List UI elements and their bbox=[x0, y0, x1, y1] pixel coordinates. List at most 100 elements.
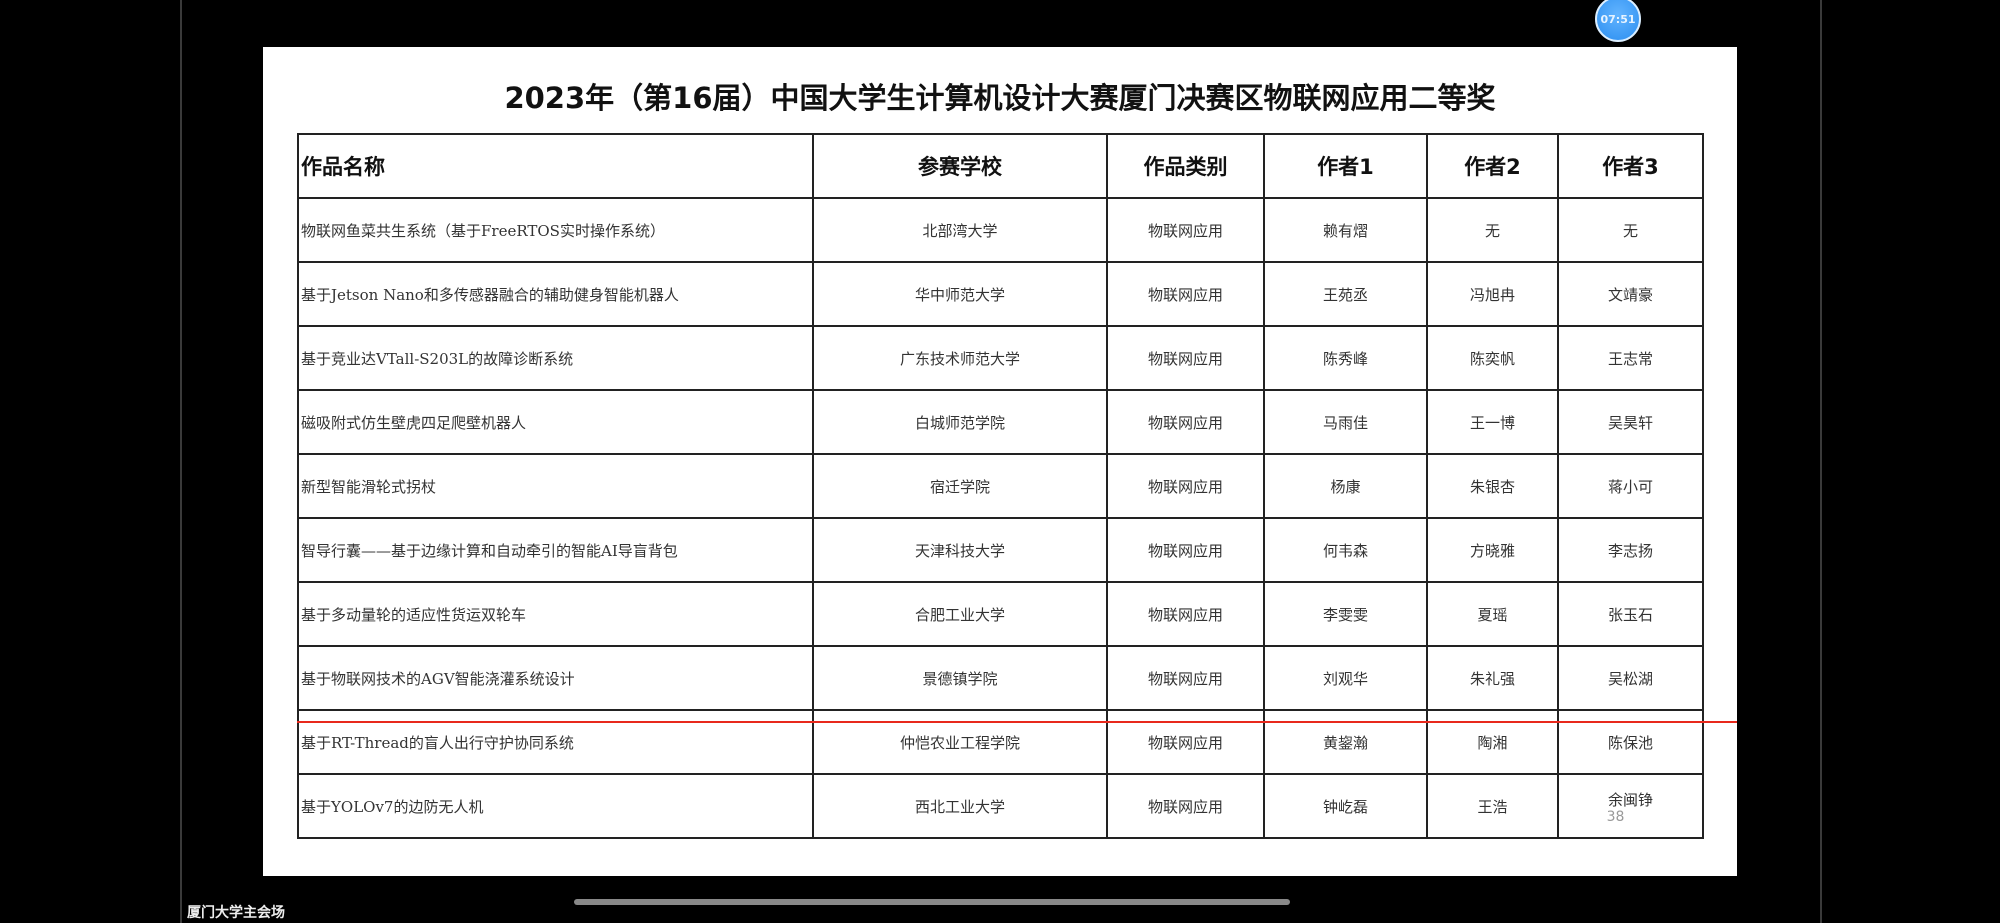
table-cell: 何韦森 bbox=[1263, 517, 1428, 583]
table-cell: 广东技术师范大学 bbox=[812, 325, 1108, 391]
table-cell: 杨康 bbox=[1263, 453, 1428, 519]
table-cell: 钟屹磊 bbox=[1263, 773, 1428, 839]
table-cell: 西北工业大学 bbox=[812, 773, 1108, 839]
scrollbar[interactable] bbox=[574, 899, 1290, 905]
cell-text: 华中师范大学 bbox=[914, 285, 1005, 304]
cell-text: 王浩 bbox=[1477, 797, 1508, 816]
table-cell: 王浩 bbox=[1426, 773, 1559, 839]
cell-text: 北部湾大学 bbox=[922, 221, 998, 240]
table-cell: 华中师范大学 bbox=[812, 261, 1108, 327]
table-cell: 刘观华 bbox=[1263, 645, 1428, 711]
cell-text: 物联网应用 bbox=[1147, 221, 1223, 240]
cell-text: 夏瑶 bbox=[1477, 605, 1508, 624]
table-row: 基于竞业达VTall-S203L的故障诊断系统 广东技术师范大学 物联网应用 陈秀峰 陈… bbox=[297, 325, 1704, 391]
table-cell: 无 bbox=[1426, 197, 1559, 263]
venue-label: 厦门大学主会场 bbox=[187, 905, 285, 921]
table-cell: 基于竞业达VTall-S203L的故障诊断系统 bbox=[297, 325, 814, 391]
cell-text: 冯旭冉 bbox=[1469, 285, 1515, 304]
table-cell: 物联网应用 bbox=[1106, 325, 1265, 391]
table-cell: 仲恺农业工程学院 bbox=[812, 709, 1108, 775]
table-cell: 张玉石 bbox=[1557, 581, 1704, 647]
table-cell: 北部湾大学 bbox=[812, 197, 1108, 263]
cell-text: 智导行囊——基于边缘计算和自动牵引的智能AI导盲背包 bbox=[301, 541, 678, 560]
table-row: 物联网鱼菜共生系统（基于FreeRTOS实时操作系统） 北部湾大学 物联网应用 赖有熠… bbox=[297, 197, 1704, 263]
table-cell: 夏瑶 bbox=[1426, 581, 1559, 647]
cell-text: 陈保池 bbox=[1607, 733, 1653, 752]
table-cell: 合肥工业大学 bbox=[812, 581, 1108, 647]
cell-text: 物联网应用 bbox=[1147, 669, 1223, 688]
cell-text: 无 bbox=[1622, 221, 1638, 240]
table-cell: 景德镇学院 bbox=[812, 645, 1108, 711]
cell-text: 李雯雯 bbox=[1322, 605, 1368, 624]
cell-text: 刘观华 bbox=[1322, 669, 1368, 688]
table-header: 作品名称 参赛学校 作品类别 作者1 作者2 作者3 bbox=[297, 133, 1704, 199]
cell-text: 物联网应用 bbox=[1147, 605, 1223, 624]
left-divider bbox=[180, 0, 182, 923]
cell-text: 新型智能滑轮式拐杖 bbox=[301, 477, 437, 496]
presentation-slide: 2023年（第16届）中国大学生计算机设计大赛厦门决赛区物联网应用二等奖 作品名… bbox=[263, 47, 1737, 876]
cell-text: 物联网应用 bbox=[1147, 733, 1223, 752]
floating-clock-button[interactable]: 07:51 bbox=[1595, 0, 1641, 42]
table-cell: 智导行囊——基于边缘计算和自动牵引的智能AI导盲背包 bbox=[297, 517, 814, 583]
table-cell: 无 bbox=[1557, 197, 1704, 263]
table-cell: 陈奕帆 bbox=[1426, 325, 1559, 391]
cell-text: 吴昊轩 bbox=[1607, 413, 1653, 432]
award-table: 作品名称 参赛学校 作品类别 作者1 作者2 作者3 物联网鱼菜共生系统（基于FreeRT… bbox=[297, 133, 1704, 839]
table-cell: 物联网应用 bbox=[1106, 197, 1265, 263]
cell-text: 李志扬 bbox=[1607, 541, 1653, 560]
right-divider bbox=[1820, 0, 1822, 923]
cell-text: 文靖豪 bbox=[1607, 285, 1653, 304]
table-cell: 王志常 bbox=[1557, 325, 1704, 391]
table-row: 基于多动量轮的适应性货运双轮车 合肥工业大学 物联网应用 李雯雯 夏瑶 张玉石 bbox=[297, 581, 1704, 647]
table-cell: 蒋小可 bbox=[1557, 453, 1704, 519]
table-cell: 宿迁学院 bbox=[812, 453, 1108, 519]
table-cell: 基于RT-Thread的盲人出行守护协同系统 bbox=[297, 709, 814, 775]
table-cell: 陶湘 bbox=[1426, 709, 1559, 775]
cell-text: 物联网应用 bbox=[1147, 797, 1223, 816]
slide-title: 2023年（第16届）中国大学生计算机设计大赛厦门决赛区物联网应用二等奖 bbox=[504, 81, 1496, 115]
cell-text: 物联网应用 bbox=[1147, 285, 1223, 304]
table-cell: 物联网应用 bbox=[1106, 645, 1265, 711]
cell-text: 马雨佳 bbox=[1322, 413, 1368, 432]
cell-text: 物联网应用 bbox=[1147, 541, 1223, 560]
table-cell: 文靖豪 bbox=[1557, 261, 1704, 327]
cell-text: 物联网应用 bbox=[1147, 413, 1223, 432]
table-cell: 基于物联网技术的AGV智能浇灌系统设计 bbox=[297, 645, 814, 711]
table-row: 基于YOLOv7的边防无人机 西北工业大学 物联网应用 钟屹磊 王浩 余闽铮 38 bbox=[297, 773, 1704, 839]
table-row: 智导行囊——基于边缘计算和自动牵引的智能AI导盲背包 天津科技大学 物联网应用 何韦森… bbox=[297, 517, 1704, 583]
cell-text: 基于多动量轮的适应性货运双轮车 bbox=[301, 605, 527, 624]
table-cell: 物联网鱼菜共生系统（基于FreeRTOS实时操作系统） bbox=[297, 197, 814, 263]
table-cell: 新型智能滑轮式拐杖 bbox=[297, 453, 814, 519]
cell-text: 天津科技大学 bbox=[914, 541, 1005, 560]
column-header: 作品类别 bbox=[1106, 133, 1265, 199]
red-annotation-line bbox=[297, 721, 1737, 723]
cell-text: 仲恺农业工程学院 bbox=[899, 733, 1020, 752]
table-cell: 李志扬 bbox=[1557, 517, 1704, 583]
cell-text: 赖有熠 bbox=[1322, 221, 1368, 240]
table-cell: 天津科技大学 bbox=[812, 517, 1108, 583]
column-header: 作者2 bbox=[1426, 133, 1559, 199]
cell-text: 基于RT-Thread的盲人出行守护协同系统 bbox=[301, 733, 574, 752]
table-cell: 磁吸附式仿生壁虎四足爬壁机器人 bbox=[297, 389, 814, 455]
cell-text: 方晓雅 bbox=[1469, 541, 1515, 560]
table-cell: 李雯雯 bbox=[1263, 581, 1428, 647]
table-cell: 朱银杏 bbox=[1426, 453, 1559, 519]
table-cell: 基于YOLOv7的边防无人机 bbox=[297, 773, 814, 839]
cell-text: 朱银杏 bbox=[1469, 477, 1515, 496]
cell-text: 王一博 bbox=[1469, 413, 1515, 432]
page-number: 38 bbox=[1606, 808, 1625, 825]
table-cell: 物联网应用 bbox=[1106, 453, 1265, 519]
table-cell: 物联网应用 bbox=[1106, 709, 1265, 775]
table-cell: 基于多动量轮的适应性货运双轮车 bbox=[297, 581, 814, 647]
cell-text: 磁吸附式仿生壁虎四足爬壁机器人 bbox=[301, 413, 527, 432]
column-header: 作者3 bbox=[1557, 133, 1704, 199]
table-row: 基于物联网技术的AGV智能浇灌系统设计 景德镇学院 物联网应用 刘观华 朱礼强 吴松湖 bbox=[297, 645, 1704, 711]
table-row: 基于RT-Thread的盲人出行守护协同系统 仲恺农业工程学院 物联网应用 黄鋆瀚 陶湘… bbox=[297, 709, 1704, 775]
table-cell: 物联网应用 bbox=[1106, 517, 1265, 583]
column-header: 参赛学校 bbox=[812, 133, 1108, 199]
cell-text: 黄鋆瀚 bbox=[1322, 733, 1368, 752]
table-cell: 王苑丞 bbox=[1263, 261, 1428, 327]
cell-text: 景德镇学院 bbox=[922, 669, 998, 688]
cell-text: 广东技术师范大学 bbox=[899, 349, 1020, 368]
table-cell: 物联网应用 bbox=[1106, 389, 1265, 455]
